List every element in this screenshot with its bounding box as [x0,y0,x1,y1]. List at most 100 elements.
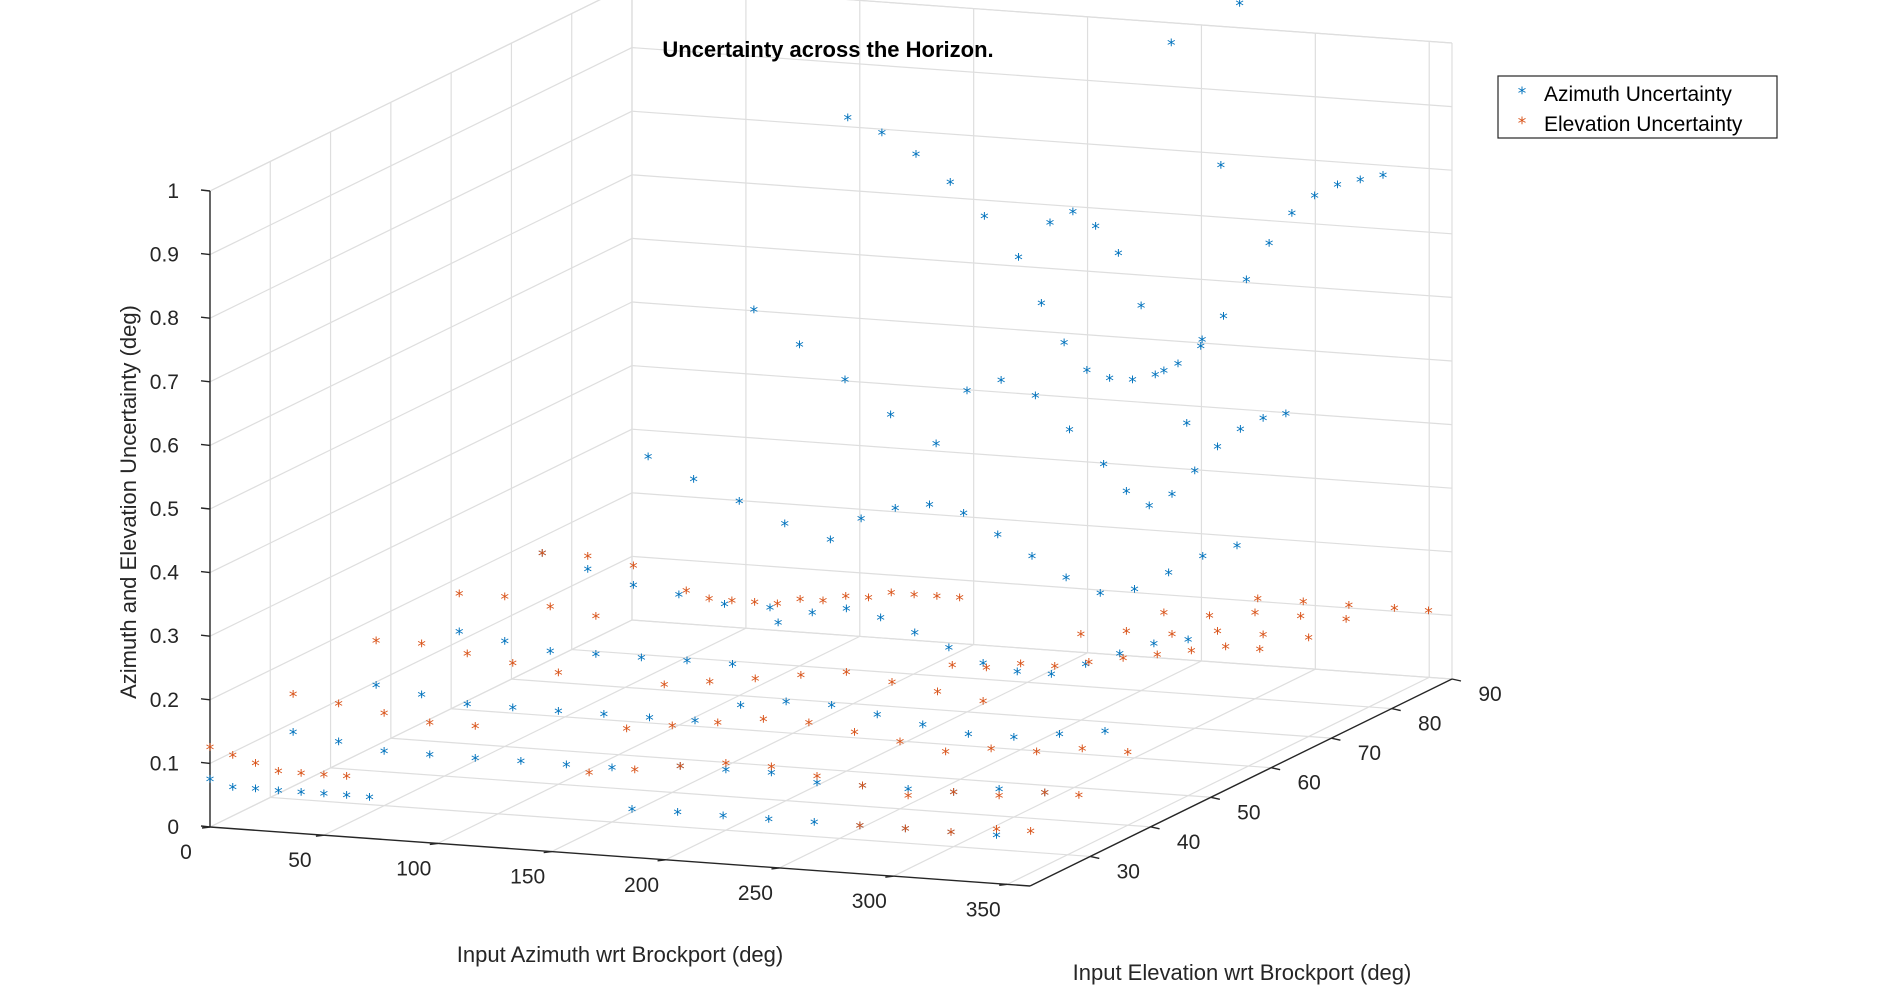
azimuth-point: * [1069,205,1078,225]
azimuth-point: * [1047,668,1056,688]
elevation-point: * [629,559,638,579]
azimuth-point: * [925,498,934,518]
azimuth-point: * [1198,333,1207,353]
azimuth-point: * [774,616,783,636]
back-wall-grid-z [631,301,1453,362]
azimuth-point: * [517,755,526,775]
y-tick-label: 40 [1177,831,1200,854]
elevation-point: * [372,634,381,654]
azimuth-point: * [992,829,1001,849]
azimuth-point: * [1174,357,1183,377]
azimuth-point: * [764,812,773,832]
azimuth-point: * [1096,586,1105,606]
azimuth-point: * [1236,423,1245,443]
azimuth-point: * [628,802,637,822]
azimuth-point: * [904,782,913,802]
elevation-point: * [425,716,434,736]
elevation-point: * [509,656,518,676]
floor-grid-x [665,652,1088,861]
x-tick-label: 100 [396,857,431,880]
azimuth-point: * [932,437,941,457]
y-tick-label: 60 [1297,772,1320,795]
elevation-point: * [622,722,631,742]
azimuth-point: * [1164,566,1173,586]
z-tick-label: 0.2 [150,689,179,712]
back-wall-grid-z [631,555,1453,616]
azimuth-point: * [1105,371,1114,391]
elevation-point: * [992,822,1001,842]
y-tick-mark [1270,767,1281,771]
azimuth-point: * [994,528,1003,548]
z-tick-mark [200,761,211,765]
azimuth-point: * [1197,340,1206,360]
elevation-point: * [841,589,850,609]
floor-grid-y [451,708,1272,769]
azimuth-point: * [1114,246,1123,266]
grid-layer [209,0,1453,885]
azimuth-point: * [873,708,882,728]
elevation-point: * [896,735,905,755]
elevation-point: * [676,760,685,780]
azimuth-point: * [1122,484,1131,504]
azimuth-point: * [1217,158,1226,178]
z-axis-title: Azimuth and Elevation Uncertainty (deg) [116,305,141,699]
azimuth-point: * [637,651,646,671]
azimuth-point: * [471,751,480,771]
x-tick-label: 350 [966,898,1001,921]
azimuth-point: * [455,625,464,645]
azimuth-point: * [274,784,283,804]
x-tick-label: 0 [180,841,192,864]
z-tick-label: 0.6 [150,434,179,457]
azimuth-point: * [584,562,593,582]
elevation-point: * [1390,602,1399,622]
azimuth-point: * [425,748,434,768]
elevation-point: * [904,789,913,809]
floor-grid-y [571,648,1392,710]
z-tick-label: 0.7 [150,371,179,394]
elevation-point: * [901,822,910,842]
elevation-point: * [864,591,873,611]
x-tick-mark [657,859,666,862]
azimuth-point: * [251,782,260,802]
axes-layer: 0 50 100 150 200 250 300 350 30 40 50 60 70 80 90 0 0.1 0… [150,180,1502,921]
x-tick-label: 50 [288,849,311,872]
elevation-point: * [1124,745,1133,765]
azimuth-point: * [1065,423,1074,443]
elevation-point: * [1253,592,1262,612]
left-wall-grid-z [209,47,633,256]
elevation-point: * [1424,604,1433,624]
elevation-point: * [592,609,601,629]
elevation-point: * [705,675,714,695]
elevation-point: * [759,713,768,733]
elevation-point: * [538,546,547,566]
azimuth-point: * [858,779,867,799]
floor-grid-x [323,627,747,836]
azimuth-point: * [1040,786,1049,806]
azimuth-point: * [980,210,989,230]
azimuth-point: * [1333,178,1342,198]
azimuth-point: * [1091,219,1100,239]
azimuth-point: * [736,698,745,718]
azimuth-point: * [372,678,381,698]
azimuth-point: * [1167,36,1176,56]
elevation-point: * [1085,656,1094,676]
azimuth-point: * [1099,457,1108,477]
elevation-point: * [1077,627,1086,647]
z-tick-mark [200,507,211,510]
elevation-point: * [887,586,896,606]
azimuth-point: * [562,758,571,778]
azimuth-point: * [735,495,744,515]
azimuth-point: * [1219,310,1228,330]
elevation-point: * [1168,628,1177,648]
azimuth-point: * [417,688,426,708]
left-wall-grid-z [209,428,633,637]
elevation-point: * [850,726,859,746]
elevation-point: * [1221,640,1230,660]
z-tick-label: 0 [167,816,179,839]
x-tick-mark [885,875,894,878]
z-tick-mark [200,825,211,828]
points-layer: * * * * * * * * * * * * * * * * * * * * * * * * * * * * * * * * * * * * * * * *… [206,0,1433,849]
elevation-point: * [1251,606,1260,626]
azimuth-point: * [1130,583,1139,603]
z-tick-mark [200,443,211,447]
